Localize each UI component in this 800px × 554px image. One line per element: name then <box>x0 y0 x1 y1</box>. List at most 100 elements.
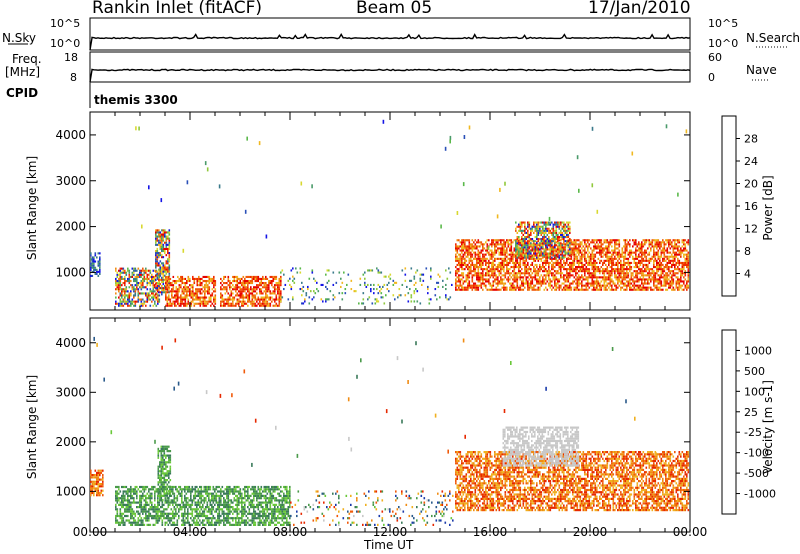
power-cell <box>227 275 230 278</box>
power-cell <box>419 279 422 282</box>
power-cell <box>164 270 166 273</box>
power-cell <box>244 286 246 289</box>
power-cell <box>537 238 540 241</box>
power-cell <box>684 239 687 242</box>
power-cell <box>593 282 595 285</box>
power-cell <box>588 276 591 279</box>
power-cell <box>199 282 202 285</box>
power-cell <box>624 261 627 264</box>
power-cell <box>588 261 591 264</box>
power-cell <box>587 253 589 256</box>
power-cell <box>566 240 568 243</box>
power-cell <box>569 239 571 242</box>
power-cell <box>650 259 652 262</box>
power-cell <box>573 286 576 289</box>
power-cell <box>590 263 592 266</box>
power-cell <box>410 294 413 297</box>
power-cell <box>678 239 681 242</box>
power-cell <box>93 262 95 265</box>
power-cell <box>575 257 577 260</box>
power-cell <box>149 282 152 285</box>
power-cell <box>647 268 649 271</box>
power-cell <box>680 286 682 289</box>
power-cell <box>172 286 175 289</box>
power-cell <box>168 296 170 299</box>
power-cell <box>515 272 517 275</box>
power-cell <box>549 231 552 234</box>
power-cell <box>566 261 568 264</box>
power-cell <box>677 286 679 289</box>
power-cell <box>594 270 597 273</box>
power-cell <box>190 304 193 307</box>
power-cell <box>248 280 251 283</box>
power-cell <box>542 243 544 246</box>
power-cell <box>195 290 197 293</box>
power-cell <box>513 280 516 283</box>
power-cell <box>558 223 561 226</box>
power-cell <box>248 292 251 295</box>
power-cell <box>672 263 675 266</box>
power-cell <box>221 280 224 283</box>
power-cell <box>546 252 549 255</box>
power-cell <box>461 241 463 244</box>
power-cell <box>617 247 619 250</box>
power-cell <box>477 270 480 273</box>
power-cell <box>653 280 655 283</box>
power-cell <box>579 249 582 252</box>
power-cell <box>522 251 525 254</box>
power-cell <box>494 268 496 271</box>
power-cell <box>672 245 675 248</box>
power-cell <box>675 245 678 248</box>
power-cell <box>278 284 281 287</box>
power-cell <box>653 272 655 275</box>
power-cell <box>497 243 499 246</box>
power-cell <box>533 284 535 287</box>
power-cell <box>591 278 594 281</box>
power-cell <box>248 296 251 299</box>
power-cell <box>394 298 396 301</box>
power-cell <box>611 280 613 283</box>
power-cell <box>178 277 181 280</box>
power-cell <box>459 282 462 285</box>
power-cell <box>474 263 477 266</box>
power-cell <box>638 255 640 258</box>
power-cell <box>555 227 558 230</box>
power-cell <box>157 296 159 299</box>
power-cell <box>503 286 505 289</box>
power-cell <box>139 271 141 274</box>
power-cell <box>543 254 546 257</box>
power-cell <box>551 280 553 283</box>
power-cell <box>513 288 516 291</box>
power-cell <box>611 288 613 291</box>
power-cell <box>650 247 652 250</box>
power-cell <box>663 241 666 244</box>
power-cell <box>681 251 684 254</box>
power-cell <box>555 263 558 266</box>
power-cell <box>530 284 532 287</box>
power-cell <box>248 288 251 291</box>
power-cell <box>545 270 547 273</box>
power-cell <box>377 283 380 286</box>
power-cell <box>564 278 567 281</box>
velocity-cell <box>93 474 95 477</box>
power-cell <box>272 275 275 278</box>
power-cell <box>146 300 149 303</box>
power-cell <box>152 294 155 297</box>
power-cell <box>501 257 504 260</box>
power-cell <box>531 276 534 279</box>
power-cell <box>199 304 202 307</box>
power-cell <box>181 296 184 299</box>
power-cell <box>213 296 215 299</box>
power-cell <box>134 277 137 280</box>
power-cell <box>142 286 144 289</box>
power-cell <box>669 255 672 258</box>
power-cell <box>647 247 649 250</box>
power-cell <box>614 288 616 291</box>
power-cell <box>597 268 600 271</box>
power-cell <box>229 294 231 297</box>
power-cell <box>549 257 552 260</box>
power-cell <box>187 286 190 289</box>
power-cell <box>498 251 501 254</box>
power-cell <box>618 251 621 254</box>
power-cell <box>413 300 416 303</box>
